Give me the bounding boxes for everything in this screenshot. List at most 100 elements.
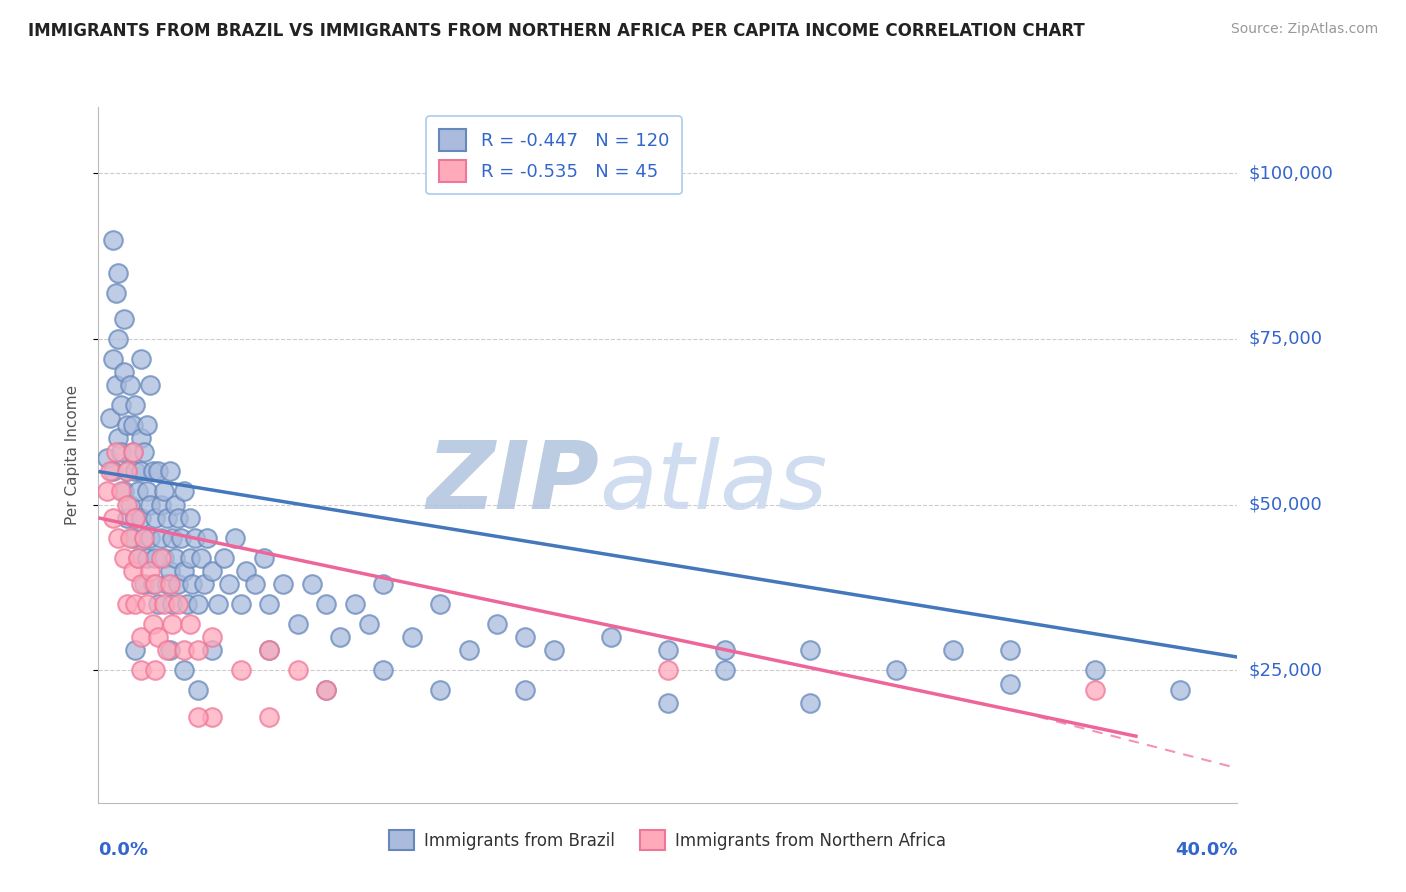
Point [195,531,218,545]
Point [129,511,152,525]
Point [121,531,143,545]
Point [714,643,737,657]
Point [799,697,821,711]
Point [176,597,198,611]
Point [486,616,509,631]
Point [343,597,366,611]
Point [235,564,257,578]
Point [138,378,160,392]
Point [173,643,195,657]
Point [153,597,176,611]
Point [129,630,152,644]
Point [193,577,215,591]
Point [1170,683,1192,698]
Point [212,550,235,565]
Point [156,577,179,591]
Point [429,597,451,611]
Point [165,498,187,512]
Point [145,577,167,591]
Text: 40.0%: 40.0% [1175,841,1237,859]
Point [167,597,190,611]
Point [107,531,129,545]
Text: IMMIGRANTS FROM BRAZIL VS IMMIGRANTS FROM NORTHERN AFRICA PER CAPITA INCOME CORR: IMMIGRANTS FROM BRAZIL VS IMMIGRANTS FRO… [28,22,1085,40]
Point [150,550,173,565]
Point [173,564,195,578]
Point [229,663,252,677]
Point [141,465,163,479]
Point [115,511,138,525]
Point [129,577,152,591]
Text: atlas: atlas [599,437,828,528]
Point [156,643,179,657]
Point [229,597,252,611]
Point [118,498,141,512]
Point [135,418,157,433]
Point [124,597,146,611]
Point [401,630,423,644]
Point [145,511,167,525]
Text: $50,000: $50,000 [1249,496,1322,514]
Point [201,564,224,578]
Point [201,630,224,644]
Point [657,643,679,657]
Point [127,484,149,499]
Point [104,444,127,458]
Point [96,451,118,466]
Point [110,484,132,499]
Point [167,577,190,591]
Point [124,398,146,412]
Point [148,597,170,611]
Point [121,418,143,433]
Point [118,378,141,392]
Point [138,531,160,545]
Point [543,643,565,657]
Point [129,431,152,445]
Point [98,465,121,479]
Point [224,531,246,545]
Point [714,663,737,677]
Point [148,465,170,479]
Point [301,577,323,591]
Point [167,511,190,525]
Point [156,511,179,525]
Point [107,431,129,445]
Point [201,643,224,657]
Point [181,577,204,591]
Point [104,378,127,392]
Point [104,285,127,300]
Point [942,643,965,657]
Point [165,550,187,565]
Point [170,531,193,545]
Point [153,484,176,499]
Point [218,577,240,591]
Point [132,577,155,591]
Text: 0.0%: 0.0% [98,841,149,859]
Point [112,365,135,379]
Point [179,511,201,525]
Point [179,550,201,565]
Point [124,511,146,525]
Point [162,616,184,631]
Point [373,577,395,591]
Point [110,444,132,458]
Point [101,351,124,366]
Point [115,465,138,479]
Point [145,663,167,677]
Point [115,597,138,611]
Point [998,643,1021,657]
Point [132,531,155,545]
Point [173,484,195,499]
Point [112,484,135,499]
Point [141,577,163,591]
Point [124,465,146,479]
Text: $75,000: $75,000 [1249,330,1323,348]
Point [129,465,152,479]
Text: ZIP: ZIP [426,437,599,529]
Point [145,550,167,565]
Point [329,630,352,644]
Point [148,630,170,644]
Point [159,643,181,657]
Point [153,550,176,565]
Point [129,663,152,677]
Point [138,498,160,512]
